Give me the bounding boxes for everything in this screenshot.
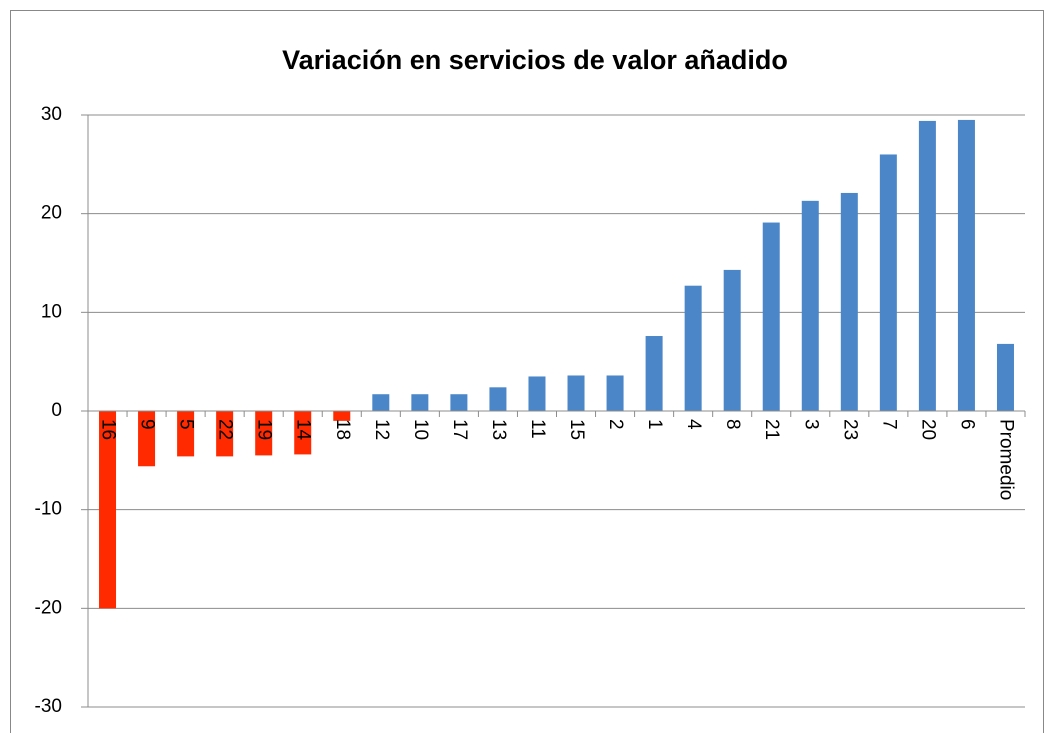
- x-tick-label: 11: [527, 419, 548, 439]
- bar: [606, 375, 624, 411]
- bar: [411, 394, 429, 411]
- x-tick-label: 17: [449, 419, 470, 440]
- y-tick-label: 10: [41, 301, 62, 322]
- bar: [138, 411, 156, 467]
- x-tick-label: 16: [98, 419, 119, 440]
- bar: [567, 375, 585, 411]
- bar: [840, 192, 858, 411]
- x-tick-label: 14: [293, 419, 314, 441]
- bar: [528, 376, 546, 411]
- x-tick-label: 2: [605, 419, 626, 430]
- bar: [801, 200, 819, 411]
- y-tick-label: -20: [35, 597, 62, 618]
- x-tick-label: 8: [722, 419, 743, 430]
- y-tick-label: 20: [41, 203, 62, 224]
- bar: [762, 222, 780, 411]
- x-tick-label: 22: [215, 419, 236, 440]
- x-tick-label: 12: [371, 419, 392, 440]
- bar: [177, 411, 195, 457]
- x-tick-label: 15: [566, 419, 587, 440]
- chart-border: [10, 10, 1044, 733]
- bar: [918, 120, 936, 412]
- x-tick-label: 19: [254, 419, 275, 440]
- x-tick-label: 6: [956, 419, 977, 430]
- x-tick-label: 1: [644, 419, 665, 430]
- bar: [996, 343, 1014, 411]
- x-tick-label: 20: [917, 419, 938, 440]
- x-tick-label: 13: [488, 419, 509, 440]
- x-tick-label: 4: [683, 419, 704, 430]
- bar: [99, 411, 117, 609]
- x-tick-label: 18: [332, 419, 353, 440]
- y-tick-label: 30: [41, 104, 62, 125]
- x-tick-label: 21: [761, 419, 782, 440]
- chart-title: Variación en servicios de valor añadido: [282, 45, 788, 75]
- bar: [957, 119, 975, 411]
- bar: [645, 336, 663, 411]
- x-tick-label: 23: [839, 419, 860, 440]
- x-tick-label: 9: [137, 419, 158, 430]
- bar: [333, 411, 351, 421]
- x-tick-label: 5: [176, 419, 197, 430]
- x-tick-label: 10: [410, 419, 431, 440]
- x-tick-label: 7: [878, 419, 899, 430]
- bar: [294, 411, 312, 455]
- bar: [255, 411, 273, 456]
- x-tick-label: Promedio: [995, 419, 1016, 500]
- y-tick-label: 0: [51, 400, 62, 421]
- bar: [372, 394, 390, 411]
- x-tick-label: 3: [800, 419, 821, 430]
- bar: [723, 269, 741, 411]
- bar: [684, 285, 702, 411]
- bar: [450, 394, 468, 411]
- bar: [489, 387, 507, 411]
- bar: [879, 154, 897, 411]
- y-tick-label: -30: [35, 696, 62, 717]
- y-tick-label: -10: [35, 499, 62, 520]
- bar: [216, 411, 234, 457]
